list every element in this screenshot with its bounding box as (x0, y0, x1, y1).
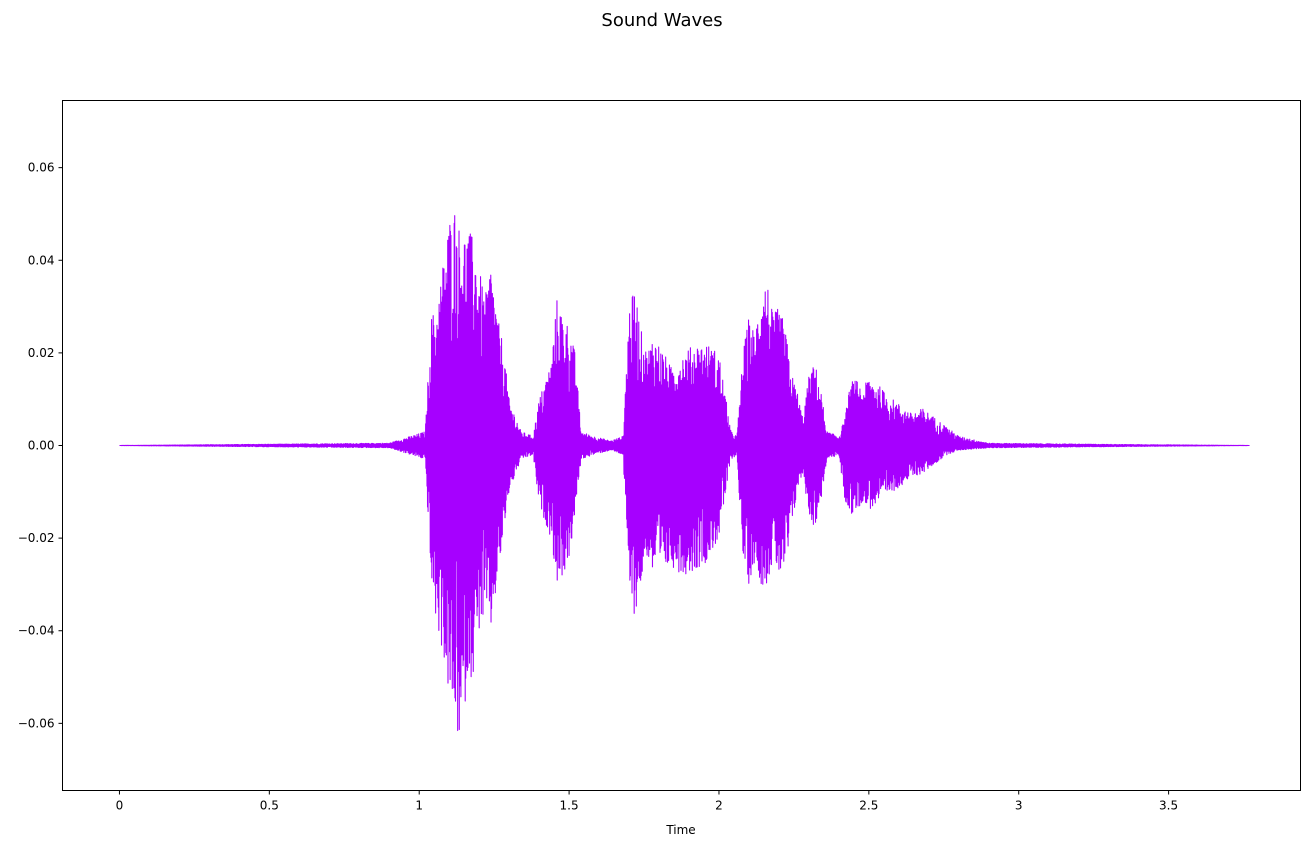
x-tick-label: 3.5 (1159, 799, 1178, 813)
x-axis: 0 0.5 1 1.5 2 2.5 3 3.5 (116, 790, 1178, 813)
y-tick-label: −0.04 (18, 624, 55, 638)
chart-title: Sound Waves (601, 10, 722, 31)
x-tick-label: 0.5 (260, 799, 279, 813)
y-tick-label: 0.00 (28, 439, 55, 453)
x-tick-label: 2 (715, 799, 723, 813)
y-tick-label: 0.04 (28, 253, 55, 267)
waveform-line (119, 215, 1250, 732)
y-tick-label: 0.06 (28, 161, 55, 175)
x-tick-label: 1.5 (560, 799, 579, 813)
x-tick-label: 2.5 (859, 799, 878, 813)
x-axis-label: Time (665, 823, 695, 837)
waveform-series (119, 215, 1250, 732)
y-axis: 0.06 0.04 0.02 0.00 −0.02 −0.04 −0.06 (18, 161, 63, 730)
y-tick-label: 0.02 (28, 346, 55, 360)
x-tick-label: 3 (1015, 799, 1023, 813)
x-tick-label: 0 (116, 799, 124, 813)
x-tick-label: 1 (415, 799, 423, 813)
y-tick-label: −0.06 (18, 716, 55, 730)
y-tick-label: −0.02 (18, 531, 55, 545)
